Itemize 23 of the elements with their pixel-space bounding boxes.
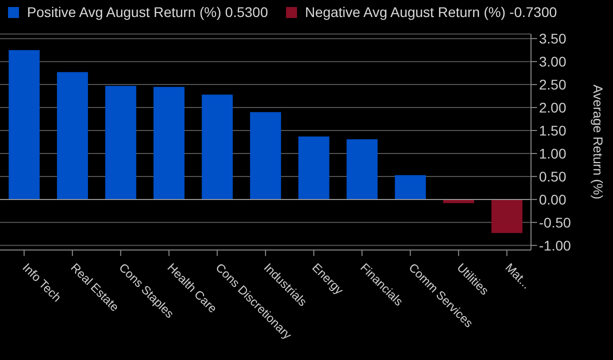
- legend-label: Negative Avg August Return (%) -0.7300: [305, 4, 557, 20]
- y-tick-label: 0.50: [539, 168, 566, 184]
- y-tick-label: 3.00: [539, 54, 566, 70]
- bar: [202, 94, 233, 200]
- y-tick-label: 1.00: [539, 145, 566, 162]
- y-tick-label: 1.50: [539, 122, 566, 138]
- y-tick-label: 0.00: [539, 191, 566, 208]
- bar: [154, 86, 185, 200]
- bar: [56, 72, 88, 200]
- bar: [346, 139, 378, 200]
- bar: [250, 112, 282, 200]
- bar: [298, 136, 330, 200]
- legend-label: Positive Avg August Return (%) 0.5300: [27, 4, 268, 20]
- y-tick-label: 2.00: [539, 100, 566, 116]
- bar: [491, 199, 522, 233]
- bar: [394, 175, 426, 200]
- bar: [8, 50, 40, 200]
- y-tick-label: 3.50: [539, 30, 566, 47]
- bar: [105, 86, 136, 200]
- y-tick-label: -0.50: [539, 214, 572, 230]
- y-tick-label: 2.50: [539, 76, 566, 93]
- y-axis-title: Average Return (%): [590, 84, 606, 200]
- y-tick-label: -1.00: [539, 237, 572, 254]
